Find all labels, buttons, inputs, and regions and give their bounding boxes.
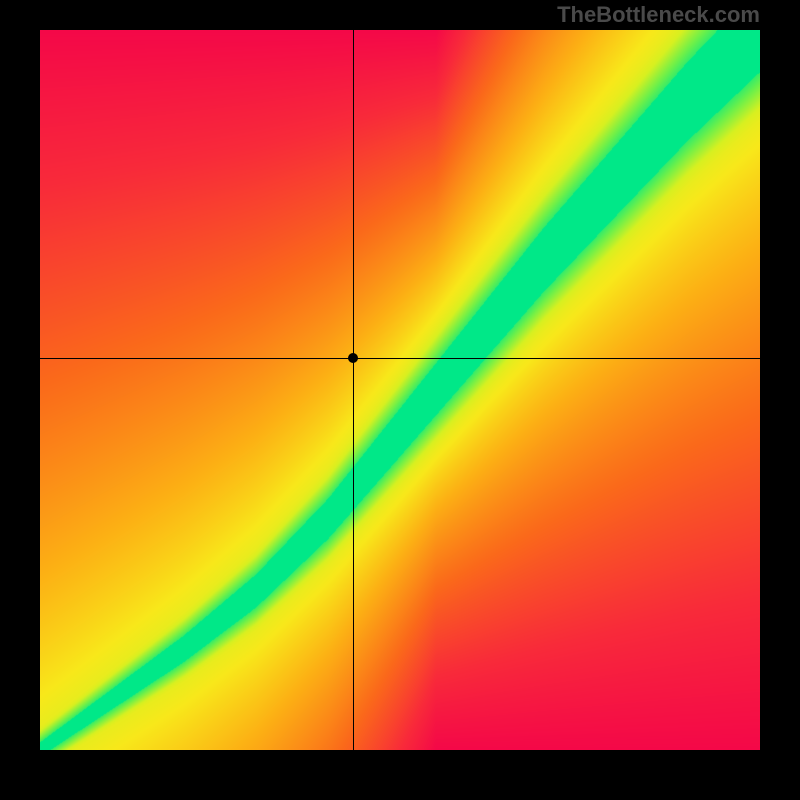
plot-area	[40, 30, 760, 750]
crosshair-horizontal	[40, 358, 760, 359]
crosshair-marker	[348, 353, 358, 363]
bottleneck-heatmap	[40, 30, 760, 750]
watermark-text: TheBottleneck.com	[557, 2, 760, 28]
crosshair-vertical	[353, 30, 354, 750]
